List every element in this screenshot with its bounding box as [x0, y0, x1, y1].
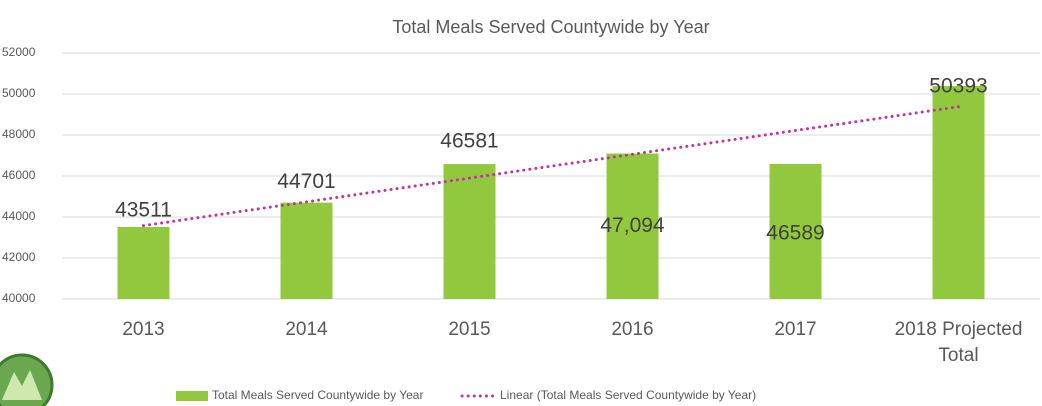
- legend-label: Linear (Total Meals Served Countywide by…: [500, 388, 756, 402]
- y-tick-label: 52000: [2, 45, 36, 59]
- data-label: 44701: [277, 170, 335, 193]
- trend-line: [142, 105, 960, 228]
- y-tick-label: 50000: [2, 86, 36, 100]
- x-tick-label: 2018 Projected Total: [895, 319, 1023, 366]
- bar: [606, 153, 659, 299]
- x-tick-label: 2017: [774, 319, 816, 340]
- y-tick-label: 48000: [2, 127, 36, 141]
- y-tick-label: 44000: [2, 209, 36, 223]
- data-label: 50393: [929, 74, 987, 97]
- bar: [443, 164, 496, 299]
- x-tick-label: 2014: [285, 319, 328, 340]
- x-tick-label: 2013: [122, 319, 164, 340]
- y-tick-label: 40000: [2, 291, 36, 305]
- legend-swatch: [176, 391, 208, 401]
- x-tick-label: 2015: [448, 319, 490, 340]
- bar: [932, 85, 985, 299]
- x-tick-label: 2016: [611, 319, 653, 340]
- bar: [117, 227, 170, 299]
- legend-label: Total Meals Served Countywide by Year: [212, 388, 423, 402]
- bar: [769, 163, 822, 299]
- logo: [0, 353, 54, 406]
- data-label: 46581: [440, 130, 498, 153]
- bar: [280, 202, 333, 299]
- chart-title: Total Meals Served Countywide by Year: [392, 17, 709, 37]
- data-label: 47,094: [600, 214, 665, 237]
- data-label: 43511: [115, 199, 172, 222]
- y-tick-label: 42000: [2, 250, 36, 264]
- data-label: 46589: [766, 221, 824, 244]
- y-tick-label: 46000: [2, 168, 36, 182]
